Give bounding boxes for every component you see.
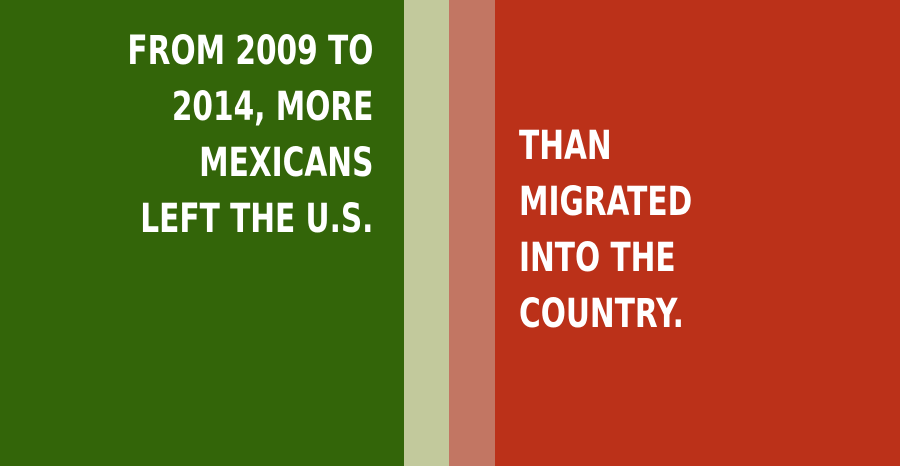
red-panel [495,0,900,466]
light-green-stripe [404,0,449,466]
green-panel [0,0,404,466]
rose-stripe [449,0,495,466]
right-statement: THAN MIGRATED INTO THE COUNTRY. [519,123,693,337]
left-statement: FROM 2009 TO 2014, MORE MEXICANS LEFT TH… [127,28,373,242]
